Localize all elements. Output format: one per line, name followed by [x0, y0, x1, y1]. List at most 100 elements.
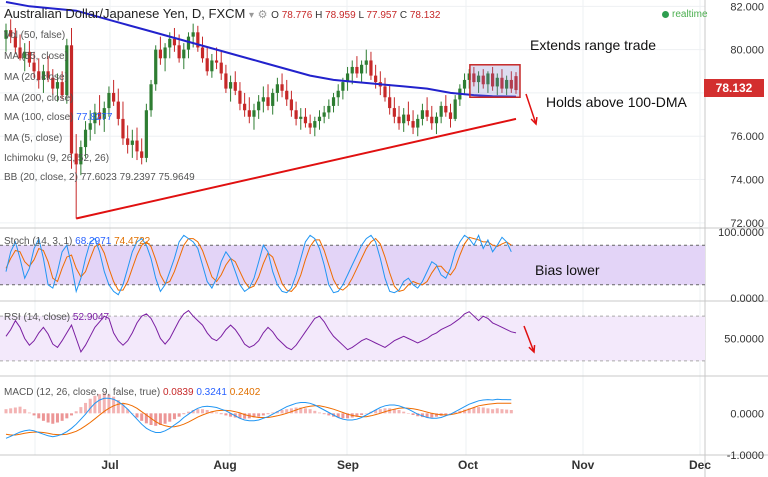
- stoch-d-line: [5, 236, 512, 292]
- macd-hist-bar: [327, 413, 331, 416]
- macd-hist-bar: [93, 395, 97, 414]
- candle-body: [275, 84, 279, 93]
- macd-hist-bar: [186, 411, 190, 414]
- candle-body: [191, 32, 195, 37]
- candle-body: [186, 36, 191, 50]
- gear-icon[interactable]: ⚙: [257, 9, 268, 21]
- macd-hist-bar: [392, 409, 396, 414]
- macd-hist-bar: [317, 412, 321, 414]
- x-tick-label: Aug: [213, 458, 236, 472]
- candle-body: [74, 153, 78, 165]
- macd-hist-bar: [79, 407, 83, 414]
- candle-body: [79, 147, 83, 165]
- candle-body: [313, 121, 317, 128]
- indicator-ma55[interactable]: MA (55, close): [4, 51, 68, 62]
- rsi-legend[interactable]: RSI (14, close) 52.9047: [4, 312, 110, 323]
- price-tick-label: 82.000: [730, 1, 764, 13]
- chart-header: Australian Dollar/Japanese Yen, D, FXCM …: [4, 6, 440, 21]
- macd-hist-bar: [229, 413, 233, 417]
- realtime-indicator: realtime: [662, 9, 708, 20]
- candle-body: [481, 75, 485, 85]
- macd-hist-bar: [32, 413, 36, 416]
- candle-body: [406, 114, 410, 122]
- macd-hist-bar: [420, 413, 424, 418]
- macd-hist-bar: [383, 408, 387, 414]
- indicator-ma20[interactable]: MA (20, close): [4, 72, 68, 83]
- macd-hist-bar: [289, 408, 293, 414]
- macd-hist-bar: [37, 413, 41, 419]
- macd-hist-bar: [261, 413, 265, 416]
- candle-body: [172, 38, 177, 46]
- indicator-ma100[interactable]: MA (100, close) 77.8277: [4, 112, 113, 123]
- macd-hist-bar: [149, 413, 153, 425]
- candle-body: [462, 79, 467, 89]
- indicator-vol[interactable]: Vol (50, false): [4, 30, 66, 41]
- candle-body: [486, 73, 490, 85]
- macd-hist-bar: [205, 410, 209, 414]
- indicator-ichimoku[interactable]: Ichimoku (9, 26, 52, 26): [4, 153, 110, 164]
- candle-body: [196, 32, 200, 48]
- macd-hist-bar: [60, 413, 64, 421]
- macd-tick-label: -1.0000: [727, 450, 764, 462]
- candle-body: [392, 108, 396, 117]
- candle-body: [397, 116, 401, 124]
- macd-signal-line: [5, 402, 512, 436]
- range-box: [469, 64, 521, 99]
- candle-body: [402, 114, 406, 124]
- candle-body: [247, 110, 251, 117]
- macd-hist-bar: [336, 413, 340, 418]
- macd-hist-bar: [397, 410, 401, 414]
- macd-hist-bar: [360, 413, 364, 415]
- candle-body: [144, 110, 148, 158]
- macd-line: [5, 397, 512, 439]
- candle-body: [55, 82, 60, 89]
- macd-hist-bar: [168, 413, 172, 422]
- candle-body: [252, 110, 256, 117]
- candle-body: [83, 129, 88, 148]
- candle-body: [46, 71, 50, 78]
- candle-body: [350, 66, 354, 74]
- candle-body: [289, 99, 294, 111]
- candle-body: [210, 60, 214, 72]
- macd-hist-bar: [102, 393, 106, 414]
- candle-body: [41, 71, 46, 80]
- candle-body: [425, 110, 429, 117]
- macd-hist-bar: [486, 408, 490, 414]
- macd-hist-bar: [505, 409, 509, 414]
- candle-body: [294, 110, 298, 119]
- macd-legend[interactable]: MACD (12, 26, close, 9, false, true) 0.0…: [4, 387, 261, 398]
- stoch-tick-label: 0.0000: [730, 293, 764, 305]
- indicator-ma5[interactable]: MA (5, close): [4, 133, 63, 144]
- candle-body: [355, 66, 359, 74]
- macd-hist-bar: [500, 409, 504, 414]
- macd-hist-bar: [215, 412, 219, 414]
- macd-hist-bar: [425, 413, 429, 418]
- candle-body: [448, 112, 453, 119]
- indicator-ma200[interactable]: MA (200, close): [4, 93, 74, 104]
- chevron-down-icon[interactable]: ▾: [248, 10, 255, 21]
- candle-body: [303, 116, 308, 124]
- macd-hist-bar: [313, 410, 317, 414]
- indicator-bb[interactable]: BB (20, close, 2) 77.6023 79.2397 75.964…: [4, 172, 195, 183]
- macd-hist-bar: [163, 413, 167, 424]
- macd-hist-bar: [51, 413, 55, 424]
- status-dot-icon: [662, 10, 669, 18]
- macd-hist-bar: [182, 413, 186, 415]
- candle-body: [364, 60, 368, 65]
- rsi-arrow-shaft: [523, 325, 535, 353]
- macd-hist-bar: [430, 413, 434, 418]
- candle-body: [491, 73, 495, 87]
- stoch-legend[interactable]: Stoch (14, 3, 1) 68.2971 74.4722: [4, 236, 151, 247]
- candle-body: [116, 101, 120, 119]
- macd-hist-bar: [135, 413, 139, 418]
- macd-hist-bar: [74, 411, 78, 414]
- macd-hist-bar: [107, 394, 111, 414]
- candle-body: [285, 90, 289, 100]
- candle-body: [219, 62, 223, 74]
- symbol-title[interactable]: Australian Dollar/Japanese Yen, D, FXCM: [4, 6, 246, 21]
- candle-body: [205, 58, 209, 72]
- candle-body: [359, 64, 364, 74]
- macd-hist-bar: [411, 413, 415, 415]
- candle-body: [476, 75, 481, 83]
